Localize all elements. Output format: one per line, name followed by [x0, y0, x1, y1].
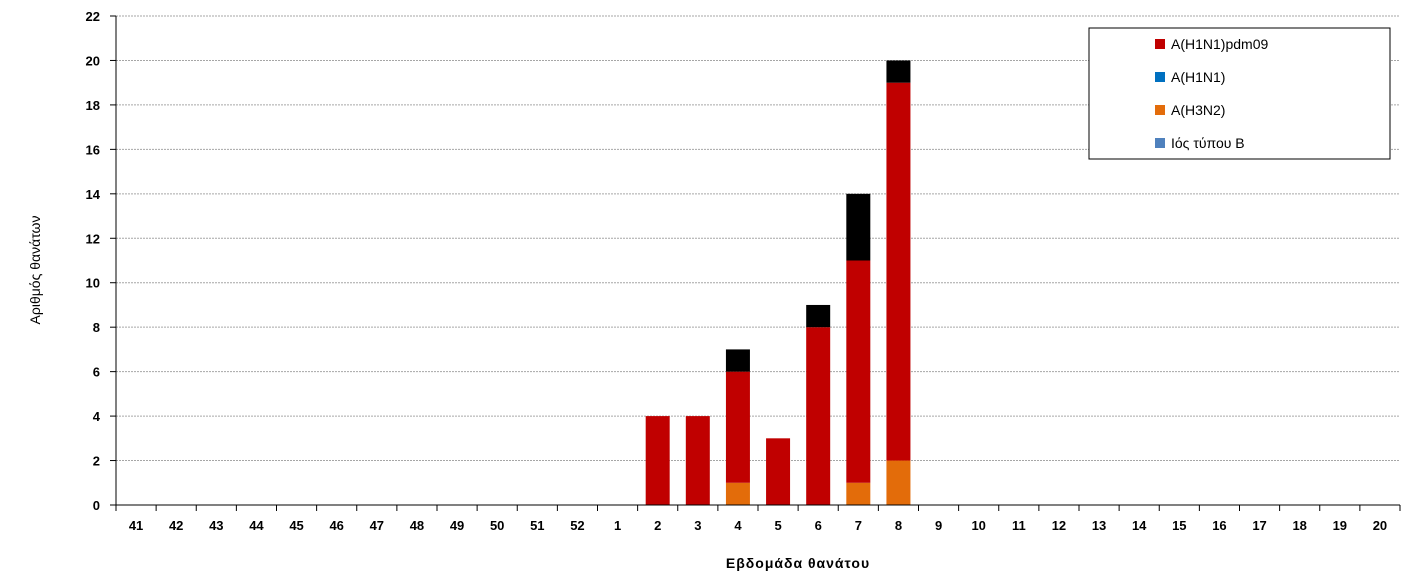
legend-swatch	[1155, 72, 1165, 82]
bar-segment	[685, 416, 710, 505]
bar-segment	[886, 460, 911, 505]
x-tick-label: 49	[450, 518, 464, 533]
x-tick-label: 13	[1092, 518, 1106, 533]
y-tick-label: 20	[86, 53, 100, 68]
x-tick-label: 52	[570, 518, 584, 533]
x-tick-label: 12	[1052, 518, 1066, 533]
x-tick-label: 14	[1132, 518, 1147, 533]
legend-box	[1088, 27, 1391, 160]
y-tick-label: 8	[93, 320, 100, 335]
y-tick-label: 2	[93, 454, 100, 469]
bar-segment	[846, 193, 871, 261]
x-tick-label: 42	[169, 518, 183, 533]
legend-label: A(H3N2)	[1171, 102, 1225, 118]
x-tick-label: 4	[734, 518, 742, 533]
x-tick-label: 51	[530, 518, 544, 533]
x-tick-label: 8	[895, 518, 902, 533]
y-tick-label: 18	[86, 98, 100, 113]
bar-segment	[806, 304, 831, 328]
legend-label: A(H1N1)	[1171, 69, 1225, 85]
gridlines	[116, 15, 1400, 462]
bar-segment	[846, 260, 871, 483]
bar-segment	[766, 438, 791, 505]
bar-segment	[725, 349, 750, 372]
legend-label: Ιός τύπου Β	[1171, 135, 1245, 151]
bar-segment	[725, 482, 750, 505]
bar-segment	[806, 327, 831, 505]
x-tick-label: 17	[1252, 518, 1266, 533]
bar-segment	[846, 482, 871, 505]
bar-segment	[886, 82, 911, 461]
x-tick-label: 15	[1172, 518, 1186, 533]
x-tick-label: 7	[855, 518, 862, 533]
x-tick-label: 9	[935, 518, 942, 533]
y-tick-label: 6	[93, 365, 100, 380]
x-tick-label: 46	[329, 518, 343, 533]
y-axis-title: Αριθμός θανάτων	[27, 216, 43, 325]
x-tick-label: 41	[129, 518, 143, 533]
x-tick-label: 45	[289, 518, 303, 533]
x-tick-label: 20	[1373, 518, 1387, 533]
x-tick-label: 3	[694, 518, 701, 533]
y-tick-label: 16	[86, 142, 100, 157]
y-tick-label: 0	[93, 498, 100, 513]
bar-segment	[645, 416, 670, 505]
y-tick-label: 10	[86, 276, 100, 291]
x-tick-label: 5	[774, 518, 781, 533]
x-tick-label: 50	[490, 518, 504, 533]
bars	[645, 60, 911, 505]
legend-swatch	[1155, 138, 1165, 148]
y-tick-label: 12	[86, 231, 100, 246]
x-tick-label: 19	[1333, 518, 1347, 533]
x-tick-label: 16	[1212, 518, 1226, 533]
x-tick-label: 1	[614, 518, 621, 533]
y-tick-label: 14	[86, 187, 101, 202]
x-tick-label: 10	[971, 518, 985, 533]
x-tick-label: 11	[1012, 518, 1026, 533]
x-tick-label: 6	[815, 518, 822, 533]
y-tick-label: 4	[93, 409, 101, 424]
bar-segment	[725, 371, 750, 483]
x-tick-label: 44	[249, 518, 264, 533]
legend: A(H1N1)pdm09 A(H1N1) A(H3N2) Ιός τύπου Β	[1088, 27, 1391, 160]
legend-label: A(H1N1)pdm09	[1171, 36, 1268, 52]
y-tick-label: 22	[86, 9, 100, 24]
bar-segment	[886, 60, 911, 83]
x-axis-title: Εβδομάδα θανάτου	[726, 555, 870, 571]
x-tick-label: 2	[654, 518, 661, 533]
x-tick-label: 18	[1292, 518, 1306, 533]
x-tick-label: 48	[410, 518, 424, 533]
legend-swatch	[1155, 105, 1165, 115]
x-tick-label: 43	[209, 518, 223, 533]
legend-swatch	[1155, 39, 1165, 49]
x-tick-label: 47	[370, 518, 384, 533]
